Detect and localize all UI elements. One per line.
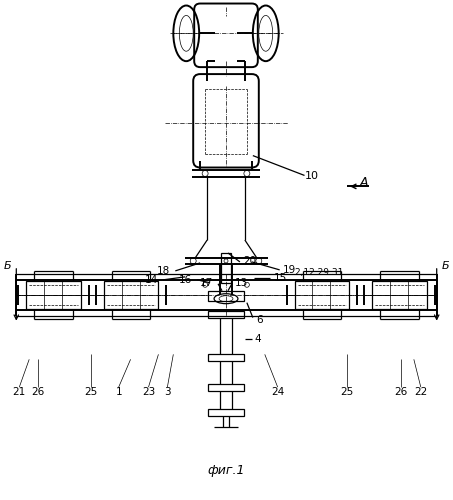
Bar	[208, 290, 244, 300]
Text: 26: 26	[394, 387, 408, 397]
Text: 10: 10	[304, 172, 318, 181]
Text: 15: 15	[274, 273, 287, 283]
Text: Б: Б	[442, 261, 449, 271]
Text: 23: 23	[142, 387, 155, 397]
Text: 25: 25	[341, 387, 354, 397]
Text: 13: 13	[235, 278, 248, 288]
Text: 1: 1	[116, 387, 122, 397]
Bar	[208, 354, 244, 362]
Text: Б: Б	[4, 261, 11, 271]
Bar	[26, 281, 81, 308]
Text: 2,12 29 31: 2,12 29 31	[294, 268, 343, 278]
Text: 17: 17	[200, 278, 213, 288]
Text: 18: 18	[157, 266, 170, 276]
Text: 3: 3	[164, 387, 171, 397]
Text: фиг.1: фиг.1	[207, 464, 245, 477]
Bar	[294, 281, 349, 308]
Text: 20: 20	[243, 256, 256, 266]
Text: 21: 21	[13, 387, 26, 397]
Bar	[208, 384, 244, 391]
Text: 6: 6	[256, 314, 262, 324]
Text: 24: 24	[271, 387, 284, 397]
Text: 22: 22	[414, 387, 428, 397]
Text: 16: 16	[179, 275, 192, 285]
Text: 4: 4	[255, 334, 261, 344]
Bar	[208, 409, 244, 416]
Text: А: А	[360, 176, 368, 189]
Text: 26: 26	[32, 387, 45, 397]
Bar	[208, 310, 244, 318]
Bar	[221, 253, 231, 283]
Bar	[104, 281, 159, 308]
Text: 25: 25	[84, 387, 97, 397]
Text: 19: 19	[283, 265, 296, 275]
Text: 14: 14	[145, 275, 159, 285]
Bar	[372, 281, 427, 308]
